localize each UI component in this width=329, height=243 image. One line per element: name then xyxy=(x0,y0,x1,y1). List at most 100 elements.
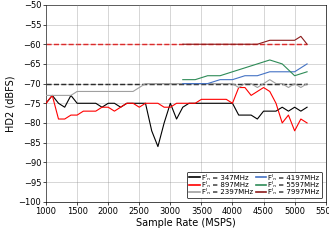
Fᴵₙ = 2397MHz xyxy=(137,86,141,89)
Fᴵₙ = 897MHz xyxy=(106,106,110,109)
Fᴵₙ = 347MHz xyxy=(81,102,85,105)
Line: Fᴵₙ = 897MHz: Fᴵₙ = 897MHz xyxy=(46,87,307,131)
Fᴵₙ = 5597MHz xyxy=(293,74,297,77)
Fᴵₙ = 897MHz xyxy=(94,110,98,113)
Fᴵₙ = 897MHz xyxy=(224,98,228,101)
Fᴵₙ = 2397MHz xyxy=(218,82,222,85)
Fᴵₙ = 2397MHz xyxy=(293,82,297,85)
Fᴵₙ = 2397MHz xyxy=(44,94,48,97)
Fᴵₙ = 897MHz xyxy=(175,102,179,105)
Line: Fᴵₙ = 347MHz: Fᴵₙ = 347MHz xyxy=(46,95,307,147)
Fᴵₙ = 5597MHz xyxy=(231,70,235,73)
Fᴵₙ = 897MHz xyxy=(168,106,172,109)
Fᴵₙ = 4197MHz xyxy=(193,82,197,85)
Fᴵₙ = 7997MHz xyxy=(243,43,247,46)
Fᴵₙ = 2397MHz xyxy=(175,82,179,85)
Fᴵₙ = 2397MHz xyxy=(88,90,91,93)
Fᴵₙ = 2397MHz xyxy=(156,82,160,85)
Fᴵₙ = 897MHz xyxy=(299,118,303,121)
Fᴵₙ = 2397MHz xyxy=(162,82,166,85)
Fᴵₙ = 2397MHz xyxy=(187,82,191,85)
Fᴵₙ = 4197MHz xyxy=(305,62,309,65)
Fᴵₙ = 347MHz xyxy=(237,114,241,117)
Fᴵₙ = 347MHz xyxy=(168,102,172,105)
Fᴵₙ = 5597MHz xyxy=(268,59,272,61)
Fᴵₙ = 347MHz xyxy=(280,106,284,109)
Fᴵₙ = 347MHz xyxy=(63,106,67,109)
Fᴵₙ = 347MHz xyxy=(187,102,191,105)
Fᴵₙ = 2397MHz xyxy=(280,82,284,85)
Fᴵₙ = 347MHz xyxy=(131,102,135,105)
Fᴵₙ = 897MHz xyxy=(69,114,73,117)
X-axis label: Sample Rate (MSPS): Sample Rate (MSPS) xyxy=(136,218,236,228)
Fᴵₙ = 2397MHz xyxy=(231,82,235,85)
Fᴵₙ = 897MHz xyxy=(125,102,129,105)
Fᴵₙ = 347MHz xyxy=(231,102,235,105)
Fᴵₙ = 5597MHz xyxy=(280,62,284,65)
Fᴵₙ = 4197MHz xyxy=(218,78,222,81)
Fᴵₙ = 7997MHz xyxy=(206,43,210,46)
Fᴵₙ = 347MHz xyxy=(305,106,309,109)
Fᴵₙ = 2397MHz xyxy=(143,82,147,85)
Fᴵₙ = 897MHz xyxy=(81,110,85,113)
Fᴵₙ = 5597MHz xyxy=(206,74,210,77)
Fᴵₙ = 5597MHz xyxy=(255,62,259,65)
Fᴵₙ = 4197MHz xyxy=(255,74,259,77)
Fᴵₙ = 897MHz xyxy=(50,94,54,97)
Fᴵₙ = 2397MHz xyxy=(113,90,116,93)
Fᴵₙ = 347MHz xyxy=(113,102,116,105)
Fᴵₙ = 897MHz xyxy=(206,98,210,101)
Fᴵₙ = 347MHz xyxy=(268,110,272,113)
Fᴵₙ = 5597MHz xyxy=(243,66,247,69)
Fᴵₙ = 897MHz xyxy=(199,98,203,101)
Line: Fᴵₙ = 2397MHz: Fᴵₙ = 2397MHz xyxy=(46,80,307,95)
Fᴵₙ = 897MHz xyxy=(181,102,185,105)
Fᴵₙ = 347MHz xyxy=(255,118,259,121)
Fᴵₙ = 897MHz xyxy=(57,118,61,121)
Fᴵₙ = 897MHz xyxy=(293,129,297,132)
Fᴵₙ = 2397MHz xyxy=(100,90,104,93)
Fᴵₙ = 347MHz xyxy=(100,106,104,109)
Fᴵₙ = 2397MHz xyxy=(69,94,73,97)
Fᴵₙ = 4197MHz xyxy=(206,82,210,85)
Fᴵₙ = 897MHz xyxy=(280,122,284,124)
Fᴵₙ = 897MHz xyxy=(63,118,67,121)
Fᴵₙ = 347MHz xyxy=(262,110,266,113)
Fᴵₙ = 897MHz xyxy=(137,106,141,109)
Fᴵₙ = 4197MHz xyxy=(293,70,297,73)
Fᴵₙ = 347MHz xyxy=(94,102,98,105)
Fᴵₙ = 2397MHz xyxy=(305,82,309,85)
Fᴵₙ = 897MHz xyxy=(88,110,91,113)
Fᴵₙ = 347MHz xyxy=(143,102,147,105)
Fᴵₙ = 2397MHz xyxy=(199,82,203,85)
Fᴵₙ = 347MHz xyxy=(293,106,297,109)
Fᴵₙ = 2397MHz xyxy=(268,78,272,81)
Line: Fᴵₙ = 7997MHz: Fᴵₙ = 7997MHz xyxy=(183,36,307,44)
Fᴵₙ = 2397MHz xyxy=(299,86,303,89)
Fᴵₙ = 7997MHz xyxy=(218,43,222,46)
Fᴵₙ = 347MHz xyxy=(88,102,91,105)
Fᴵₙ = 897MHz xyxy=(268,90,272,93)
Fᴵₙ = 2397MHz xyxy=(50,94,54,97)
Fᴵₙ = 2397MHz xyxy=(75,90,79,93)
Fᴵₙ = 347MHz xyxy=(249,114,253,117)
Fᴵₙ = 2397MHz xyxy=(206,82,210,85)
Fᴵₙ = 4197MHz xyxy=(243,74,247,77)
Fᴵₙ = 2397MHz xyxy=(119,90,123,93)
Fᴵₙ = 2397MHz xyxy=(81,90,85,93)
Fᴵₙ = 897MHz xyxy=(143,102,147,105)
Fᴵₙ = 897MHz xyxy=(44,102,48,105)
Fᴵₙ = 347MHz xyxy=(181,106,185,109)
Fᴵₙ = 347MHz xyxy=(206,102,210,105)
Fᴵₙ = 2397MHz xyxy=(212,82,216,85)
Fᴵₙ = 897MHz xyxy=(287,114,291,117)
Fᴵₙ = 347MHz xyxy=(287,110,291,113)
Fᴵₙ = 4197MHz xyxy=(181,82,185,85)
Fᴵₙ = 7997MHz xyxy=(255,43,259,46)
Fᴵₙ = 2397MHz xyxy=(249,82,253,85)
Fᴵₙ = 5597MHz xyxy=(193,78,197,81)
Y-axis label: HD2 (dBFS): HD2 (dBFS) xyxy=(6,75,16,131)
Fᴵₙ = 347MHz xyxy=(119,106,123,109)
Fᴵₙ = 347MHz xyxy=(106,102,110,105)
Fᴵₙ = 897MHz xyxy=(75,114,79,117)
